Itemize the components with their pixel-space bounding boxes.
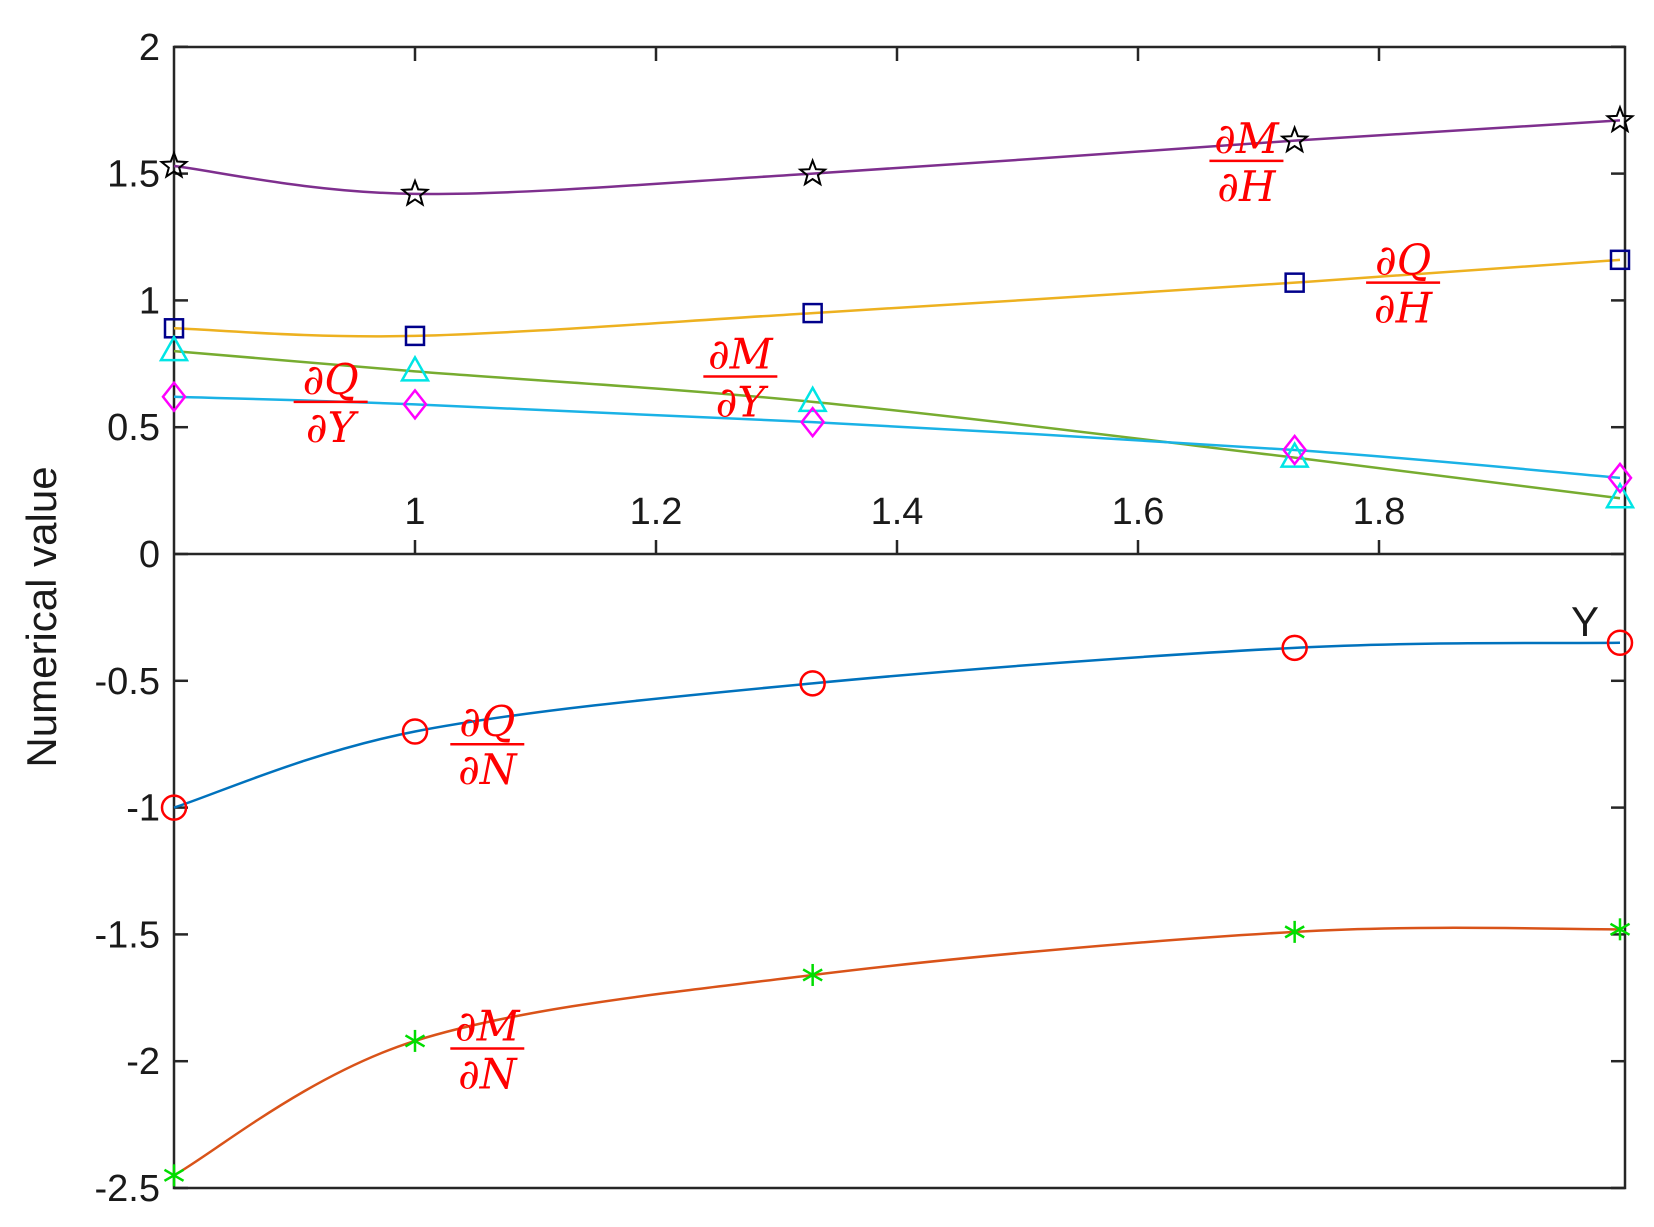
x-tick-label: 1.6 — [1112, 491, 1165, 533]
y-tick-label: 1 — [139, 280, 160, 322]
series-label-denominator: ∂H — [1217, 162, 1277, 211]
markers — [158, 104, 1636, 1187]
x-tick-label: 1.4 — [871, 491, 924, 533]
plot-frame — [172, 45, 1627, 1190]
data-point-marker — [797, 157, 828, 187]
series-label-numerator: ∂M — [455, 1002, 521, 1051]
data-point-marker — [1281, 634, 1308, 662]
series-label: ∂M∂H — [1209, 114, 1284, 211]
asterisk-stroke — [1284, 925, 1305, 939]
data-point-marker — [1609, 918, 1631, 941]
y-tick-label: -2 — [126, 1041, 160, 1083]
data-point-marker — [1284, 920, 1305, 943]
asterisk-stroke — [404, 1034, 426, 1048]
data-point-marker — [800, 406, 826, 439]
y-axis-title: Numerical value — [18, 466, 65, 767]
data-point-marker — [399, 354, 431, 382]
series-label-denominator: ∂N — [458, 1050, 518, 1099]
series-labels: ∂M∂H∂Q∂H∂M∂Y∂Q∂Y∂Q∂N∂M∂N — [293, 114, 1441, 1099]
series-label-numerator: ∂M — [1214, 114, 1280, 163]
y-ticks: 2 1.5 1 0.5 0 -0.5 -1 -1.5 -2 -2.5 — [95, 27, 1625, 1210]
data-point-marker — [401, 718, 429, 745]
data-point-marker — [1284, 272, 1305, 293]
series-label-denominator: ∂N — [458, 745, 518, 794]
data-point-marker — [160, 794, 188, 821]
series-label-denominator: ∂H — [1374, 284, 1434, 333]
series-label: ∂Q∂N — [450, 697, 525, 794]
data-point-marker — [797, 385, 828, 413]
x-tick-label: 1.2 — [630, 491, 683, 533]
x-tick-label: 1.8 — [1353, 491, 1406, 533]
series-label-denominator: ∂Y — [306, 403, 360, 452]
series-line — [173, 119, 1621, 196]
y-tick-label: -1.5 — [95, 914, 160, 956]
series-label-numerator: ∂M — [708, 329, 774, 378]
data-point-marker — [1604, 481, 1636, 509]
asterisk-stroke — [1609, 922, 1631, 936]
series-line — [173, 258, 1621, 338]
x-ticks: 1 1.2 1.4 1.6 1.8 — [404, 47, 1405, 554]
data-point-marker — [799, 670, 826, 697]
series-label: ∂M∂Y — [703, 329, 778, 426]
asterisk-stroke — [802, 968, 823, 982]
data-point-marker — [802, 963, 823, 986]
data-point-marker — [1609, 249, 1631, 271]
data-point-marker — [1282, 434, 1308, 467]
y-tick-label: 0 — [139, 534, 160, 576]
series-label: ∂Q∂H — [1366, 236, 1441, 333]
y-tick-label: -2.5 — [95, 1168, 160, 1210]
data-point-marker — [802, 302, 823, 324]
y-tick-label: -1 — [126, 788, 160, 830]
y-tick-label: -0.5 — [95, 661, 160, 703]
data-point-marker — [402, 388, 428, 421]
series-label-denominator: ∂Y — [716, 377, 770, 426]
y-tick-label: 1.5 — [107, 154, 160, 196]
series-line — [173, 349, 1621, 500]
data-point-marker — [1604, 104, 1636, 134]
data-point-marker — [158, 334, 190, 362]
data-point-marker — [158, 150, 190, 179]
series-label-numerator: ∂Q — [1375, 236, 1431, 285]
y-tick-label: 0.5 — [107, 407, 160, 449]
asterisk-stroke — [163, 1168, 185, 1182]
series-label: ∂Q∂Y — [293, 355, 368, 452]
data-point-marker — [399, 178, 431, 207]
series-label: ∂M∂N — [450, 1002, 525, 1099]
data-point-marker — [404, 1029, 426, 1052]
y-tick-label: 2 — [139, 27, 160, 69]
data-point-marker — [1606, 629, 1634, 657]
data-point-marker — [404, 325, 426, 347]
data-point-marker — [161, 380, 187, 413]
data-point-marker — [1607, 461, 1633, 494]
series-line — [173, 641, 1621, 809]
data-point-marker — [1279, 124, 1310, 154]
x-tick-label: 1 — [404, 491, 425, 533]
data-point-marker — [163, 1164, 185, 1187]
series-label-numerator: ∂Q — [303, 355, 359, 404]
x-axis-title: Y — [1571, 598, 1599, 645]
series-line — [173, 926, 1621, 1177]
series-label-numerator: ∂Q — [459, 697, 515, 746]
